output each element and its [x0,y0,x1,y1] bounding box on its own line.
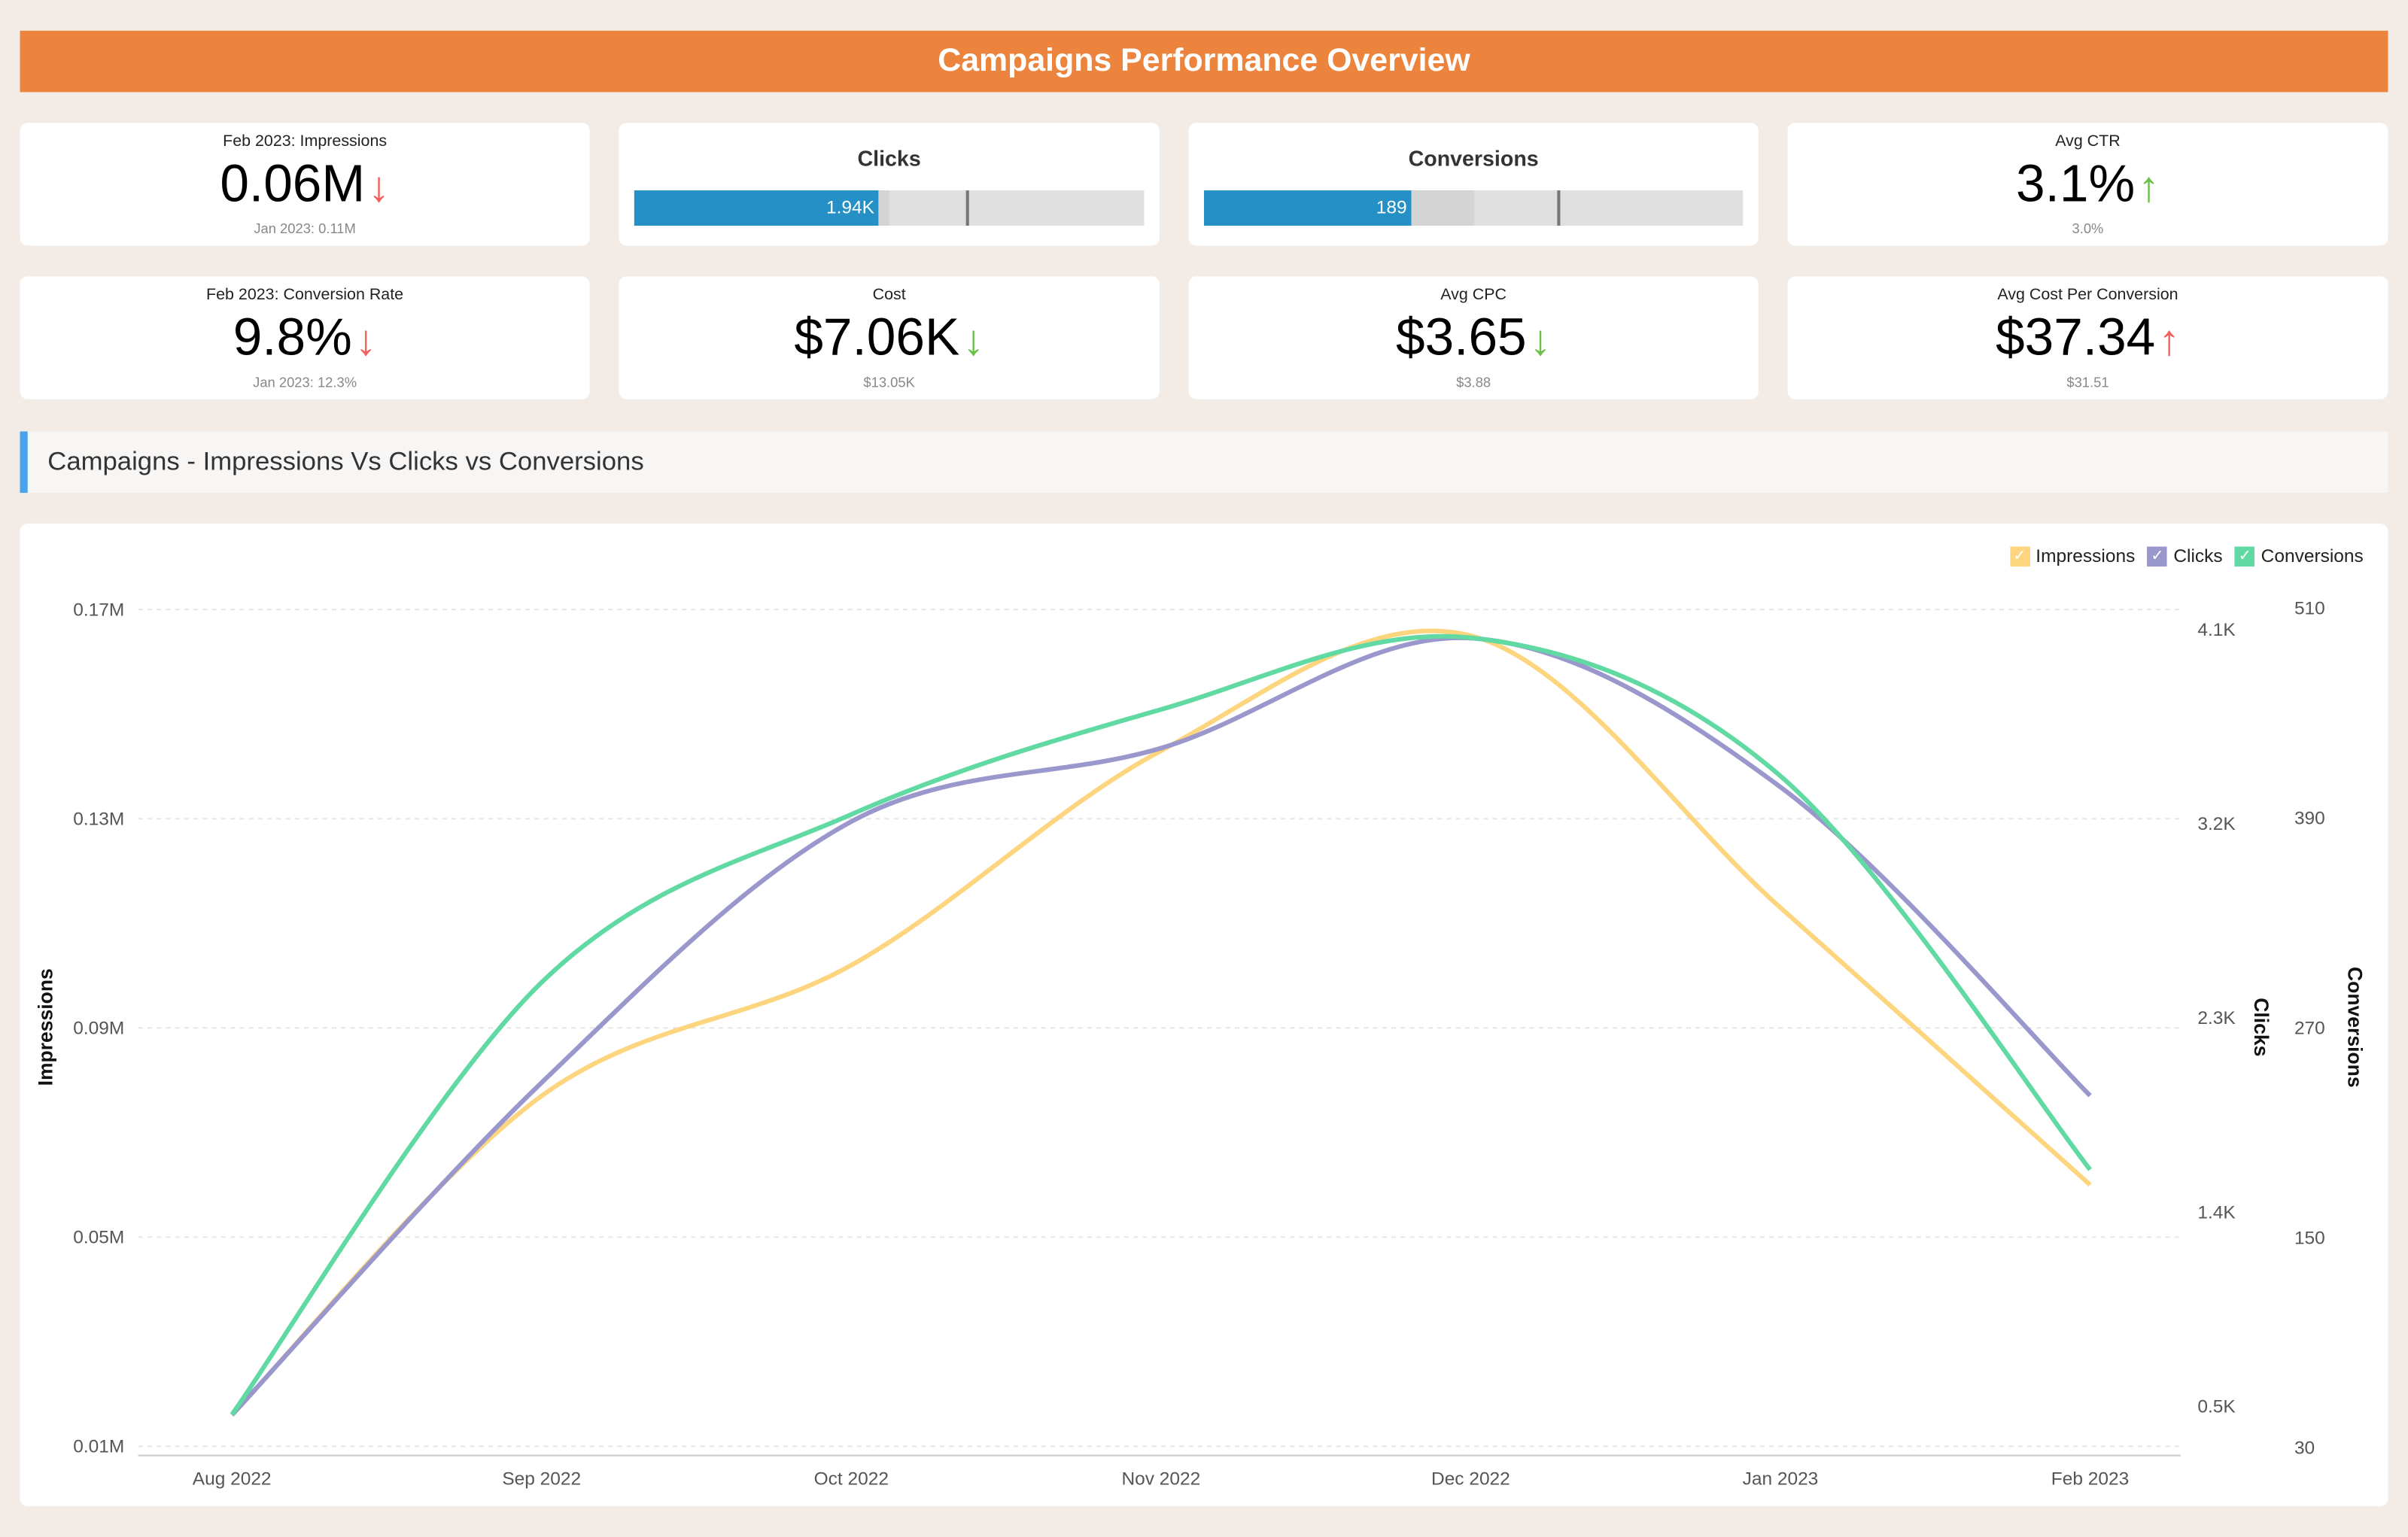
y-right-tick-label: 4.1K [2197,620,2236,640]
checkbox-icon: ✓ [2147,545,2168,567]
kpi-conversion-rate: Feb 2023: Conversion Rate 9.8% ↓ Jan 2023… [20,276,590,399]
y-right-tick-label: 0.5K [2197,1397,2236,1417]
y-right2-tick-label: 30 [2294,1438,2315,1459]
x-tick-label: Sep 2022 [502,1469,581,1489]
checkbox-icon: ✓ [2009,545,2030,567]
arrow-up-icon: ↑ [2158,316,2180,364]
y-right-tick-label: 1.4K [2197,1202,2236,1223]
kpi-comparison: 3.0% [2072,220,2104,237]
x-tick-label: Jan 2023 [1743,1469,1819,1489]
kpi-avg-cost-per-conversion: Avg Cost Per Conversion $37.34 ↑ $31.51 [1787,276,2388,399]
arrow-down-icon: ↓ [354,316,377,364]
arrow-down-icon: ↓ [368,163,390,211]
checkbox-icon: ✓ [2234,545,2255,567]
legend-label: Conversions [2261,545,2364,567]
bullet-clicks: Clicks 1.94K [619,123,1160,246]
line-chart-card: ✓ Impressions ✓ Clicks ✓ Conversions 0.01M 0… [20,523,2388,1507]
legend-label: Clicks [2173,545,2223,567]
kpi-value: $37.34 [1996,308,2156,367]
kpi-cost: Cost $7.06K ↓ $13.05K [619,276,1160,399]
bullet-fill: 189 [1203,190,1412,226]
kpi-value: 0.06M [220,155,366,214]
kpi-comparison: Jan 2023: 12.3% [253,374,357,390]
y-right-axis-title: Clicks [2250,998,2273,1056]
arrow-up-icon: ↑ [2138,163,2160,211]
legend-label: Impressions [2036,545,2136,567]
chart-legend: ✓ Impressions ✓ Clicks ✓ Conversions [2009,545,2364,567]
kpi-comparison: $13.05K [863,374,915,390]
kpi-impressions: Feb 2023: Impressions 0.06M ↓ Jan 2023: 0… [20,123,590,246]
kpi-value: $7.06K [794,308,960,367]
kpi-value: 3.1% [2016,155,2136,214]
y-right-tick-label: 2.3K [2197,1008,2236,1028]
kpi-title: Feb 2023: Impressions [223,132,388,150]
y-tick-label: 0.01M [73,1437,124,1457]
section-title: Campaigns - Impressions Vs Clicks vs Con… [20,431,2388,494]
y-right2-tick-label: 510 [2294,598,2325,618]
kpi-title: Cost [872,285,906,305]
legend-item-impressions[interactable]: ✓ Impressions [2009,545,2136,567]
series-line-impressions [230,628,2092,1417]
arrow-down-icon: ↓ [962,316,984,364]
dashboard-title: Campaigns Performance Overview [20,30,2388,93]
y-right-tick-label: 3.2K [2197,814,2236,834]
x-tick-label: Oct 2022 [814,1469,889,1489]
kpi-value: $3.65 [1395,308,1527,367]
bullet-fill: 1.94K [634,190,880,226]
kpi-title: Avg CTR [2055,132,2121,150]
y-tick-label: 0.17M [73,600,124,620]
legend-item-conversions[interactable]: ✓ Conversions [2234,545,2364,567]
x-tick-label: Aug 2022 [193,1469,272,1489]
bullet-bar: 189 [1203,190,1744,226]
y-axis-title: Impressions [34,968,56,1086]
kpi-avg-ctr: Avg CTR 3.1% ↑ 3.0% [1787,123,2388,246]
bullet-conversions: Conversions 189 [1188,123,1759,246]
kpi-comparison: Jan 2023: 0.11M [254,220,356,237]
kpi-value: 9.8% [233,308,352,367]
kpi-comparison: $3.88 [1456,374,1491,390]
y-right2-tick-label: 390 [2294,808,2325,828]
bullet-bar: 1.94K [634,190,1145,226]
kpi-avg-cpc: Avg CPC $3.65 ↓ $3.88 [1188,276,1759,399]
bullet-title: Conversions [1408,145,1539,171]
series-line-clicks [230,635,2092,1417]
line-chart: 0.01M 0.05M 0.09M 0.13M 0.17M 0.5K 1.4K 2.3K 3.2… [34,598,2366,1489]
y-tick-label: 0.05M [73,1228,124,1248]
x-tick-label: Nov 2022 [1121,1469,1200,1489]
y-tick-label: 0.13M [73,809,124,829]
series-line-conversions [230,633,2092,1417]
kpi-comparison: $31.51 [2066,374,2109,390]
y-right2-axis-title: Conversions [2343,967,2366,1088]
y-right2-tick-label: 270 [2294,1018,2325,1038]
bullet-target [1557,190,1561,226]
bullet-title: Clicks [857,145,921,171]
x-tick-label: Feb 2023 [2051,1469,2129,1489]
x-tick-label: Dec 2022 [1431,1469,1510,1489]
bullet-target [965,190,969,226]
legend-item-clicks[interactable]: ✓ Clicks [2147,545,2223,567]
kpi-title: Feb 2023: Conversion Rate [206,285,404,305]
y-tick-label: 0.09M [73,1018,124,1038]
arrow-down-icon: ↓ [1529,316,1552,364]
kpi-title: Avg CPC [1440,285,1507,305]
kpi-title: Avg Cost Per Conversion [1997,285,2178,305]
y-right2-tick-label: 150 [2294,1229,2325,1249]
